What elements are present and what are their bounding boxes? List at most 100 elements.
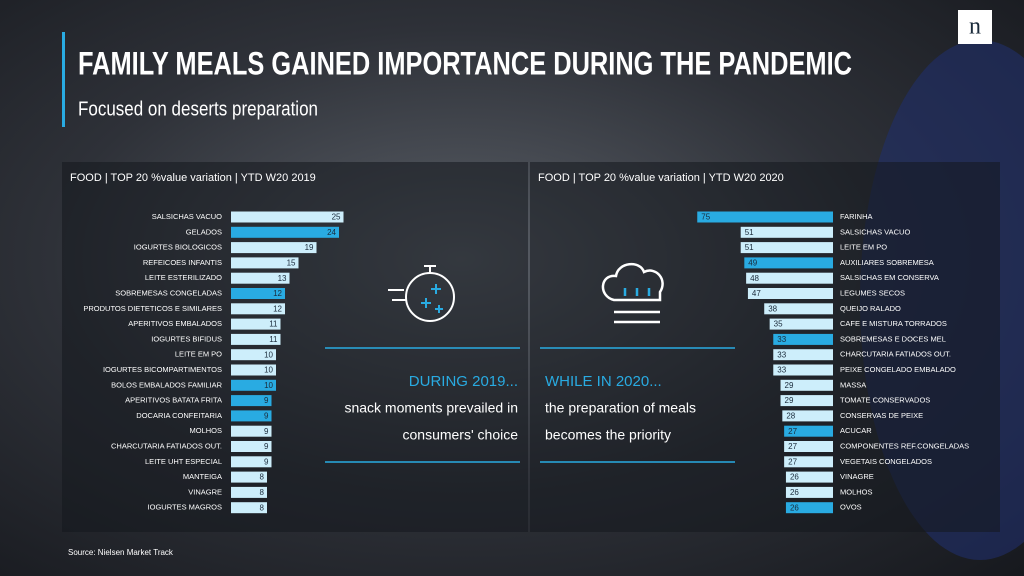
bar [231, 486, 267, 498]
title: FAMILY MEALS GAINED IMPORTANCE DURING TH… [78, 45, 852, 81]
bar [782, 410, 833, 422]
value-label: 27 [788, 457, 797, 466]
value-label: 35 [774, 320, 783, 329]
value-label: 33 [777, 350, 786, 359]
category-label: VINAGRE [840, 472, 874, 481]
bar [231, 456, 272, 468]
category-label: SALSICHAS VACUO [152, 212, 222, 221]
bar [231, 395, 272, 407]
value-label: 11 [269, 320, 278, 329]
value-label: 48 [750, 274, 759, 283]
bar [231, 502, 267, 514]
category-label: DOCARIA CONFEITARIA [136, 411, 222, 420]
value-label: 27 [788, 442, 797, 451]
bar [231, 303, 285, 315]
category-label: GELADOS [186, 227, 222, 236]
category-label: LEITE ESTERILIZADO [145, 273, 222, 282]
left-panel [62, 162, 528, 532]
stopwatch-icon [388, 265, 455, 322]
category-label: PRODUTOS DIETETICOS E SIMILARES [83, 304, 222, 313]
value-label: 11 [269, 335, 278, 344]
value-label: 12 [273, 304, 282, 313]
value-label: 28 [786, 412, 795, 421]
category-label: IOGURTES MAGROS [148, 503, 222, 512]
category-label: PEIXE CONGELADO EMBALADO [840, 365, 956, 374]
chart-title: FOOD | TOP 20 %value variation | YTD W20… [70, 172, 316, 184]
bar [780, 395, 833, 407]
value-label: 47 [752, 289, 761, 298]
value-label: 8 [260, 473, 265, 482]
value-label: 10 [264, 366, 273, 375]
value-label: 9 [264, 396, 269, 405]
source: Source: Nielsen Market Track [68, 548, 174, 557]
value-label: 49 [748, 259, 757, 268]
bar [780, 379, 833, 391]
bar [231, 272, 290, 284]
bar [785, 471, 833, 483]
callout-heading: DURING 2019... [409, 373, 518, 390]
value-label: 24 [327, 228, 336, 237]
bar [773, 364, 833, 376]
category-label: SOBREMESAS CONGELADAS [115, 288, 222, 297]
bar [231, 257, 299, 269]
value-label: 19 [305, 243, 314, 252]
bar [231, 288, 285, 299]
category-label: IOGURTES BICOMPARTIMENTOS [103, 365, 222, 374]
category-label: CHARCUTARIA FATIADOS OUT. [840, 350, 951, 359]
category-label: AUXILIARES SOBREMESA [840, 258, 934, 267]
category-label: TOMATE CONSERVADOS [840, 396, 930, 405]
value-label: 51 [745, 228, 754, 237]
category-label: APERITIVOS BATATA FRITA [125, 396, 222, 405]
value-label: 8 [260, 503, 265, 512]
category-label: VINAGRE [188, 487, 222, 496]
bar [784, 425, 833, 437]
value-label: 26 [790, 503, 799, 512]
value-label: 8 [260, 488, 265, 497]
category-label: FARINHA [840, 212, 873, 221]
category-label: COMPONENTES REF.CONGELADAS [840, 441, 969, 450]
value-label: 33 [777, 335, 786, 344]
bar [231, 364, 276, 376]
logo: n [969, 14, 981, 40]
value-label: 26 [790, 488, 799, 497]
bar [231, 425, 272, 437]
category-label: QUEIJO RALADO [840, 304, 901, 313]
bar [744, 257, 833, 269]
category-label: ACUCAR [840, 426, 872, 435]
value-label: 33 [777, 366, 786, 375]
logo-box [958, 10, 992, 44]
right-panel [530, 162, 1000, 532]
category-label: IOGURTES BIFIDUS [151, 334, 222, 343]
value-label: 29 [785, 396, 794, 405]
chart-title: FOOD | TOP 20 %value variation | YTD W20… [538, 172, 784, 184]
category-label: BOLOS EMBALADOS FAMILIAR [111, 380, 222, 389]
bar [697, 211, 833, 223]
value-label: 75 [701, 213, 710, 222]
category-label: CONSERVAS DE PEIXE [840, 411, 923, 420]
bar [231, 333, 281, 345]
bar [769, 318, 833, 330]
category-label: MASSA [840, 380, 866, 389]
bar [231, 226, 339, 238]
category-label: MOLHOS [840, 487, 873, 496]
value-label: 27 [788, 427, 797, 436]
callout-text: snack moments prevailed in [344, 400, 518, 416]
value-label: 38 [768, 304, 777, 313]
callout-text: consumers' choice [403, 427, 519, 443]
category-label: SALSICHAS VACUO [840, 227, 910, 236]
bar [231, 318, 281, 330]
value-label: 9 [264, 442, 269, 451]
category-label: VEGETAIS CONGELADOS [840, 457, 932, 466]
bar [747, 288, 833, 299]
bar [231, 410, 272, 422]
category-label: LEGUMES SECOS [840, 288, 905, 297]
bar [231, 471, 267, 483]
value-label: 15 [287, 259, 296, 268]
category-label: LEITE EM PO [840, 243, 887, 252]
category-label: LEITE EM PO [175, 350, 222, 359]
category-label: SOBREMESAS E DOCES MEL [840, 334, 946, 343]
category-label: APERITIVOS EMBALADOS [128, 319, 222, 328]
bar [231, 379, 276, 391]
